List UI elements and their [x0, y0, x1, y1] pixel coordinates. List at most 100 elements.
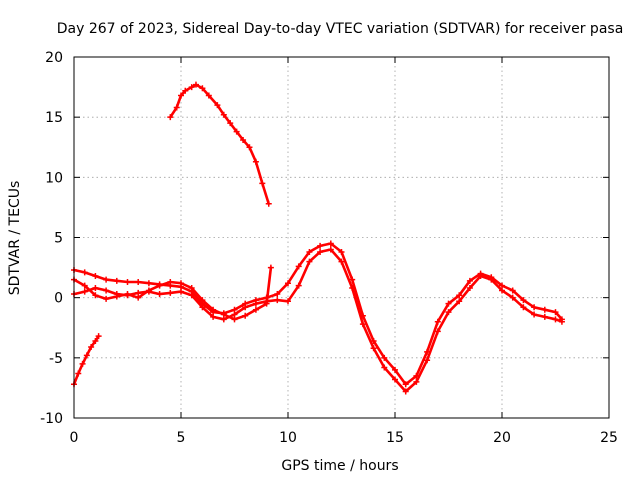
- data-point: [295, 282, 302, 289]
- data-point: [210, 313, 217, 320]
- data-point: [285, 280, 291, 287]
- data-point: [265, 200, 272, 207]
- x-tick-label: 0: [70, 430, 79, 446]
- data-point: [456, 298, 463, 305]
- y-tick-label: -10: [40, 411, 63, 427]
- data-point: [124, 291, 131, 298]
- data-point: [445, 300, 452, 307]
- data-point: [167, 279, 174, 286]
- data-point: [167, 114, 174, 121]
- data-point: [103, 295, 110, 302]
- x-tick-label: 15: [386, 430, 404, 446]
- series-group: [71, 81, 565, 395]
- data-point: [242, 312, 249, 319]
- data-point: [267, 264, 274, 271]
- data-point: [156, 282, 163, 289]
- data-point: [81, 282, 88, 289]
- data-point: [220, 111, 227, 118]
- data-point: [488, 276, 495, 283]
- data-point: [156, 291, 163, 298]
- data-point: [83, 352, 90, 359]
- data-point: [402, 381, 409, 388]
- data-point: [552, 309, 559, 316]
- data-point: [317, 248, 324, 255]
- data-point: [103, 287, 110, 294]
- data-point: [81, 269, 88, 276]
- data-point: [434, 318, 441, 325]
- data-point: [233, 128, 240, 135]
- data-point: [477, 273, 484, 280]
- data-point: [214, 102, 221, 109]
- data-point: [259, 180, 266, 187]
- data-point: [135, 279, 142, 286]
- data-point: [92, 285, 99, 292]
- data-point: [173, 104, 180, 111]
- data-point: [327, 246, 334, 253]
- data-point: [178, 280, 184, 287]
- grid: [74, 57, 609, 418]
- x-tick-label: 10: [279, 430, 297, 446]
- data-point: [285, 298, 291, 305]
- x-tick-label: 20: [493, 430, 511, 446]
- data-point: [75, 370, 82, 377]
- data-point: [145, 280, 152, 287]
- data-point: [92, 292, 99, 299]
- data-point: [252, 300, 259, 307]
- data-point: [349, 285, 356, 292]
- data-point: [445, 309, 452, 316]
- series-line-trace-3: [72, 242, 564, 386]
- data-point: [135, 294, 142, 301]
- data-point: [199, 304, 206, 311]
- data-point: [188, 292, 195, 299]
- data-point: [466, 285, 473, 292]
- series-line-trace-4: [72, 248, 564, 393]
- chart-title: Day 267 of 2023, Sidereal Day-to-day VTE…: [57, 21, 624, 37]
- data-point: [113, 293, 120, 300]
- data-point: [552, 316, 559, 323]
- y-tick-label: -5: [49, 351, 63, 367]
- data-point: [113, 277, 120, 284]
- data-point: [178, 92, 184, 99]
- data-point: [456, 292, 463, 299]
- data-point: [145, 287, 152, 294]
- x-tick-label: 5: [177, 430, 186, 446]
- data-point: [466, 277, 473, 284]
- data-point: [531, 311, 538, 318]
- data-point: [95, 333, 102, 340]
- data-point: [317, 242, 324, 249]
- y-tick-label: 20: [45, 50, 63, 66]
- data-point: [124, 279, 131, 286]
- data-point: [199, 85, 206, 92]
- data-point: [392, 366, 398, 373]
- data-point: [327, 240, 334, 247]
- data-point: [88, 344, 95, 351]
- data-point: [79, 360, 86, 367]
- data-point: [205, 92, 212, 99]
- data-point: [509, 287, 516, 294]
- x-tick-label: 25: [600, 430, 618, 446]
- data-point: [252, 158, 259, 165]
- data-point: [541, 306, 548, 313]
- data-point: [263, 300, 270, 307]
- data-point: [499, 287, 505, 294]
- data-point: [402, 388, 409, 395]
- data-point: [531, 304, 538, 311]
- y-tick-label: 5: [54, 231, 63, 247]
- data-point: [167, 289, 174, 296]
- data-point: [103, 276, 110, 283]
- data-point: [520, 304, 527, 311]
- series-line-trace-2: [169, 83, 271, 206]
- data-point: [227, 120, 234, 127]
- data-point: [381, 364, 388, 371]
- data-point: [199, 297, 206, 304]
- data-point: [359, 321, 366, 328]
- x-axis-label: GPS time / hours: [281, 458, 398, 474]
- data-point: [274, 297, 281, 304]
- axis-ticks: 0 5 10 15 20 25 -10 -5 0 5 10 15 20: [40, 50, 618, 446]
- data-point: [434, 328, 441, 335]
- data-point: [192, 81, 199, 88]
- data-point: [188, 84, 195, 91]
- data-point: [188, 285, 195, 292]
- data-point: [558, 318, 565, 325]
